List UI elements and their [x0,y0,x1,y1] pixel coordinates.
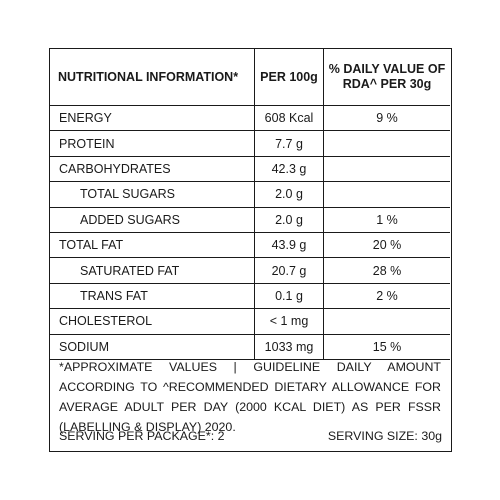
per-100g-value: 20.7 g [254,257,324,284]
nutrient-name: PROTEIN [50,130,255,157]
daily-value: 1 % [323,207,450,233]
table-header-row: NUTRITIONAL INFORMATION* PER 100g % DAIL… [50,49,450,106]
daily-value [323,130,450,157]
nutrient-name: ENERGY [50,105,255,132]
footnote: *APPROXIMATE VALUES | GUIDELINE DAILY AM… [59,360,441,434]
serving-size: SERVING SIZE: 30g [327,429,442,443]
table-row-saturated-fat: SATURATED FAT 20.7 g 28 % [50,257,450,284]
header-nutrient: NUTRITIONAL INFORMATION* [50,49,255,106]
nutrient-name: TOTAL SUGARS [50,181,255,208]
table-row-cholesterol: CHOLESTEROL < 1 mg [50,308,450,335]
per-100g-value: 7.7 g [254,130,324,157]
daily-value: 15 % [323,334,450,360]
daily-value [323,156,450,183]
daily-value: 28 % [323,257,450,284]
per-100g-value: 2.0 g [254,181,324,208]
per-100g-value: < 1 mg [254,308,324,335]
per-100g-value: 0.1 g [254,283,324,310]
nutrient-name: CARBOHYDRATES [50,156,255,183]
header-per-100g: PER 100g [254,49,324,106]
daily-value: 9 % [323,105,450,132]
table-row-total-fat: TOTAL FAT 43.9 g 20 % [50,232,450,259]
nutrition-table: NUTRITIONAL INFORMATION* PER 100g % DAIL… [50,49,450,360]
nutrient-name: ADDED SUGARS [50,207,255,233]
header-daily-value-line2: RDA^ PER 30g [342,77,432,91]
daily-value [323,308,450,335]
nutrient-name: TRANS FAT [50,283,255,310]
daily-value: 2 % [323,283,450,310]
serving-per-package: SERVING PER PACKAGE*: 2 [59,429,225,443]
per-100g-value: 42.3 g [254,156,324,183]
per-100g-value: 1033 mg [254,334,324,360]
table-row-protein: PROTEIN 7.7 g [50,130,450,157]
table-row-sodium: SODIUM 1033 mg 15 % [50,334,450,360]
nutrient-name: CHOLESTEROL [50,308,255,335]
nutrient-name: SODIUM [50,334,255,360]
table-row-energy: ENERGY 608 Kcal 9 % [50,105,450,132]
per-100g-value: 608 Kcal [254,105,324,132]
header-daily-value-line1: % DAILY VALUE OF [328,62,446,76]
header-daily-value: % DAILY VALUE OF RDA^ PER 30g [323,49,450,106]
nutrient-name: SATURATED FAT [50,257,255,284]
nutrition-panel: NUTRITIONAL INFORMATION* PER 100g % DAIL… [49,48,452,452]
per-100g-value: 2.0 g [254,207,324,233]
table-row-total-sugars: TOTAL SUGARS 2.0 g [50,181,450,208]
table-row-carbohydrates: CARBOHYDRATES 42.3 g [50,156,450,183]
per-100g-value: 43.9 g [254,232,324,259]
table-row-trans-fat: TRANS FAT 0.1 g 2 % [50,283,450,310]
nutrient-name: TOTAL FAT [50,232,255,259]
daily-value: 20 % [323,232,450,259]
table-row-added-sugars: ADDED SUGARS 2.0 g 1 % [50,207,450,233]
daily-value [323,181,450,208]
